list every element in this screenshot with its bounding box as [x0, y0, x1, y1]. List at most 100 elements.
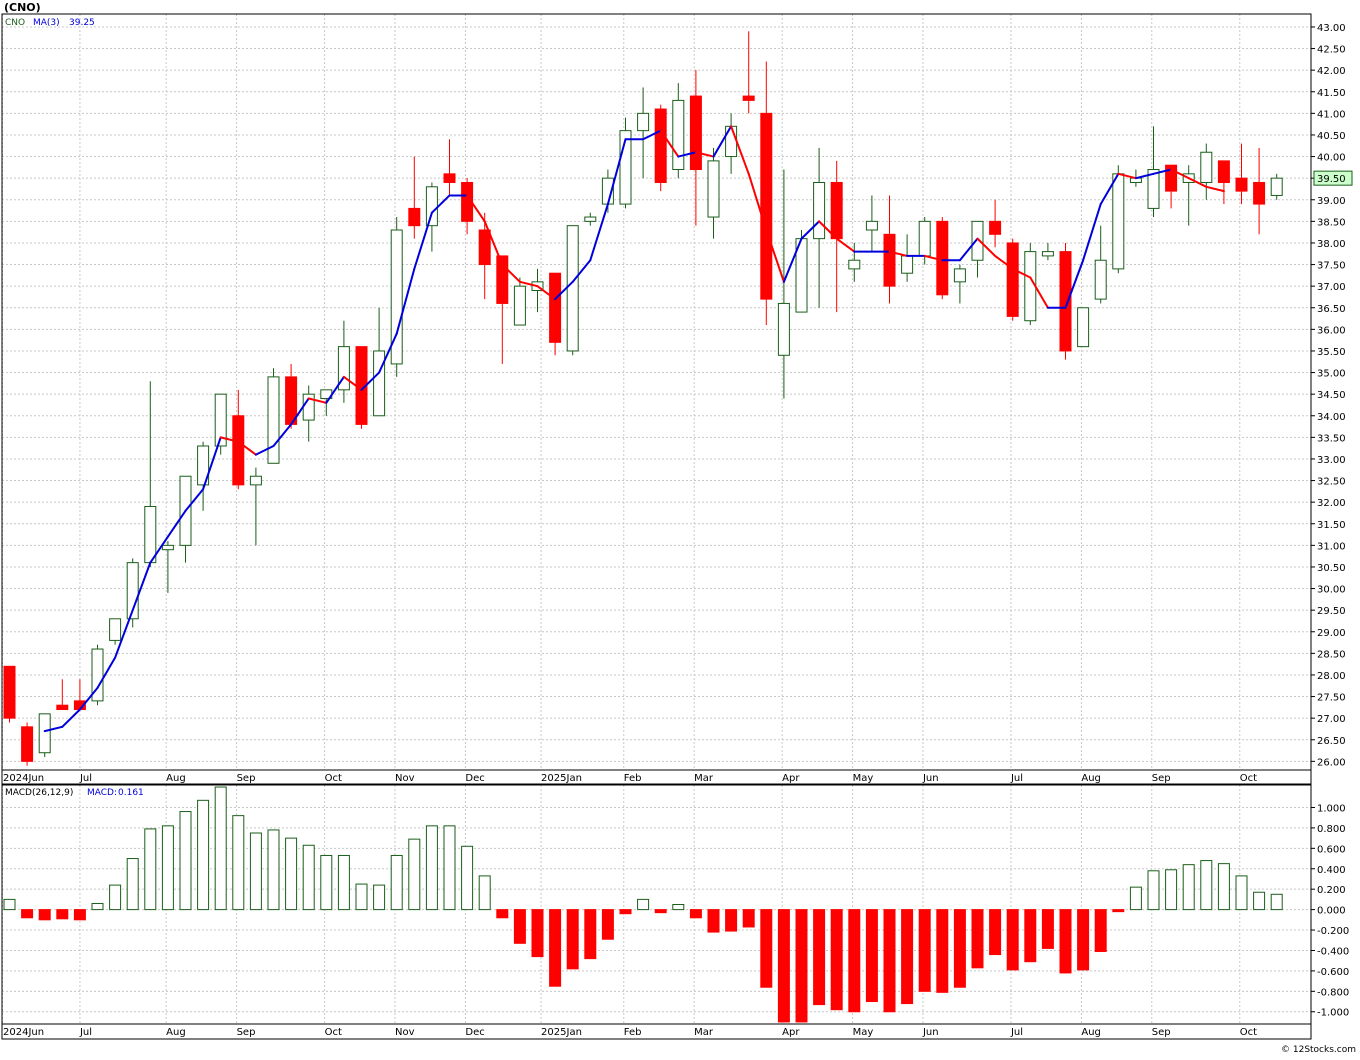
macd-bar: [777, 909, 790, 1023]
ma-segment: [483, 220, 504, 266]
macd-bar: [337, 854, 350, 911]
macd-x-tick-label: Oct: [325, 1027, 342, 1038]
macd-bar: [144, 828, 157, 911]
macd-x-tick-label: Mar: [694, 1027, 714, 1038]
candle-body: [1217, 160, 1230, 183]
price-y-tick-label: 28.50: [1317, 649, 1346, 660]
macd-bar: [637, 898, 650, 911]
price-y-tick-label: 26.50: [1317, 736, 1346, 747]
ma-segment: [378, 332, 398, 374]
macd-bar: [320, 854, 333, 911]
candle-body: [865, 220, 878, 231]
price-y-tick-label: 27.50: [1317, 693, 1346, 704]
ma-segment: [606, 138, 627, 206]
price-x-tick-label: Aug: [166, 773, 186, 784]
ma-segment: [360, 371, 381, 391]
ma-segment: [659, 129, 680, 158]
price-y-tick-label: 30.00: [1317, 585, 1346, 596]
macd-bar: [1024, 909, 1037, 963]
macd-x-tick-label: Apr: [782, 1027, 800, 1038]
macd-y-tick-label: -0.800: [1317, 987, 1349, 998]
macd-y-tick-label: -1.000: [1317, 1008, 1349, 1019]
ma-segment: [1029, 276, 1049, 309]
price-y-tick-label: 37.00: [1317, 282, 1346, 293]
price-x-tick-label: Sep: [1152, 773, 1171, 784]
price-y-tick-label: 26.00: [1317, 757, 1346, 768]
ma-segment: [1205, 185, 1225, 193]
ma-segment: [765, 229, 785, 283]
macd-legend-value: 0.161: [118, 788, 144, 798]
site-credit: © 12Stocks.com: [1281, 1045, 1356, 1055]
price-y-tick-label: 35.00: [1317, 369, 1346, 380]
macd-bar: [918, 909, 931, 992]
ma-line: [43, 125, 1225, 733]
macd-bar: [1200, 860, 1213, 911]
candle-body: [443, 173, 456, 183]
macd-y-tick-label: 1.000: [1317, 803, 1346, 814]
price-x-tick-label: May: [853, 773, 874, 784]
macd-bar: [478, 875, 491, 911]
price-y-tick-label: 39.00: [1317, 196, 1346, 207]
macd-bar: [1041, 909, 1054, 949]
macd-bar: [1253, 891, 1266, 911]
ma-segment: [131, 561, 152, 612]
ma-segment: [1170, 168, 1190, 180]
price-x-tick-label: Mar: [694, 773, 714, 784]
candle-body: [742, 95, 755, 101]
macd-bar: [214, 786, 227, 911]
price-x-tick-label: Oct: [325, 773, 342, 784]
macd-bar: [1235, 875, 1248, 911]
candle-body: [619, 130, 632, 205]
price-y-tick-label: 38.00: [1317, 239, 1346, 250]
macd-bar: [601, 909, 614, 940]
candle-body: [1006, 242, 1019, 317]
macd-bar: [619, 909, 632, 915]
ma-segment: [835, 237, 856, 253]
price-y-tick-label: 41.50: [1317, 88, 1346, 99]
candle-body: [56, 704, 69, 711]
price-y-tick-label: 42.50: [1317, 45, 1346, 56]
ma-segment: [712, 125, 733, 158]
macd-bar: [848, 909, 861, 1013]
macd-y-tick-label: 0.200: [1317, 885, 1346, 896]
macd-bar: [830, 909, 843, 1011]
macd-y-tick-label: -0.400: [1317, 946, 1349, 957]
ma-segment: [325, 375, 345, 404]
candle-body: [161, 544, 174, 551]
price-panel-frame: [1, 13, 1312, 785]
price-x-tick-label: Nov: [395, 773, 415, 784]
price-candles: [3, 31, 1283, 766]
macd-bar: [513, 909, 526, 944]
candle-body: [672, 99, 685, 171]
macd-bar: [1147, 870, 1160, 911]
price-x-tick-label: Jun: [922, 773, 939, 784]
price-x-tick-label: Dec: [465, 773, 484, 784]
ma-segment: [202, 436, 222, 491]
macd-bar: [1112, 909, 1125, 913]
macd-x-tick-label: Aug: [166, 1027, 186, 1038]
axes: 26.00 26.50 27.00 27.50 28.00 28.50 29.00 29.50…: [1, 13, 1349, 1040]
macd-x-tick-label: Feb: [624, 1027, 642, 1038]
macd-bar: [901, 909, 914, 1005]
candle-body: [707, 160, 720, 218]
ma-segment: [61, 708, 81, 728]
price-x-tick-label: Aug: [1081, 773, 1101, 784]
macd-bar: [1094, 909, 1107, 952]
price-y-tick-label: 29.00: [1317, 628, 1346, 639]
candle-body: [337, 346, 350, 391]
macd-y-tick-label: 0.800: [1317, 824, 1346, 835]
macd-y-tick-label: 0.400: [1317, 865, 1346, 876]
price-x-tick-label: 2024Jun: [3, 773, 44, 784]
macd-bar: [109, 884, 122, 911]
ma-segment: [694, 151, 715, 158]
macd-bar: [1006, 909, 1019, 971]
candle-body: [425, 186, 438, 227]
ma-segment: [818, 220, 838, 240]
macd-bar: [936, 909, 949, 993]
ma-segment: [149, 535, 169, 564]
price-y-tick-label: 32.50: [1317, 477, 1346, 488]
candle-body: [936, 220, 949, 296]
candle-body: [1041, 251, 1054, 257]
macd-y-tick-label: -0.200: [1317, 926, 1349, 937]
